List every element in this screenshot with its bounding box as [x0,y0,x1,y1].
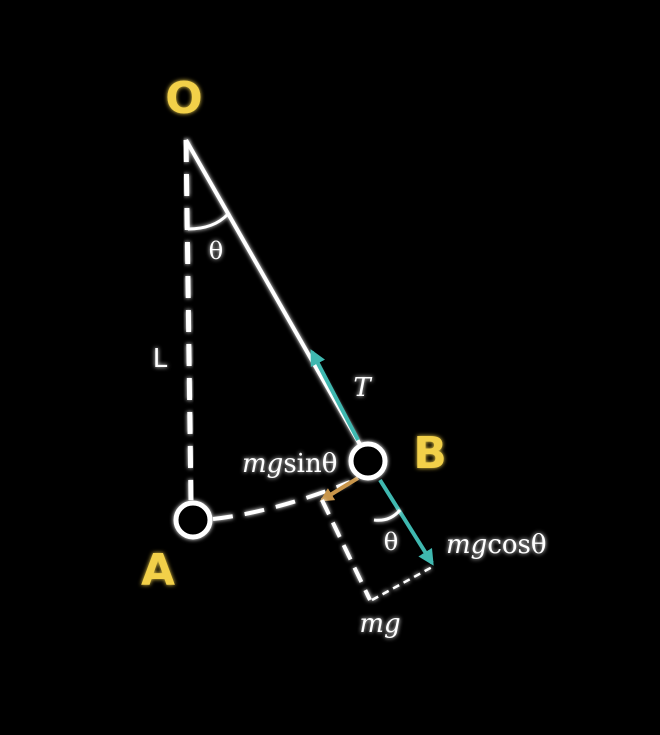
swing-arc [212,480,351,521]
component-guide-left [320,499,372,601]
tangential-force-var: mg [242,449,283,479]
pendulum-string [184,139,364,449]
weight-label: mg [359,609,400,639]
tangential-force-label: mgsinθ [242,449,337,479]
radial-force-label: mgcosθ [446,530,547,560]
tension-arrow [310,349,360,441]
tangential-force-arrow [319,476,360,502]
radial-force-arrow [378,478,434,566]
rest-length-line [183,139,194,501]
angle-arc-bottom [373,509,402,522]
angle-label-top: θ [209,237,223,265]
angle-label-bottom: θ [384,528,398,556]
radial-force-fn: cosθ [487,530,546,560]
bob-circle-icon [348,441,388,481]
component-guide-bottom [371,564,435,602]
bob-point-label: B [413,428,447,479]
angle-arc-top [187,212,230,231]
radial-force-var: mg [446,530,487,560]
tension-label: T [353,373,372,403]
rest-point-label: A [141,545,175,596]
pivot-label: O [165,73,202,124]
length-label: L [153,344,168,374]
rest-circle-icon [173,500,213,540]
tangential-force-fn: sinθ [283,449,337,479]
